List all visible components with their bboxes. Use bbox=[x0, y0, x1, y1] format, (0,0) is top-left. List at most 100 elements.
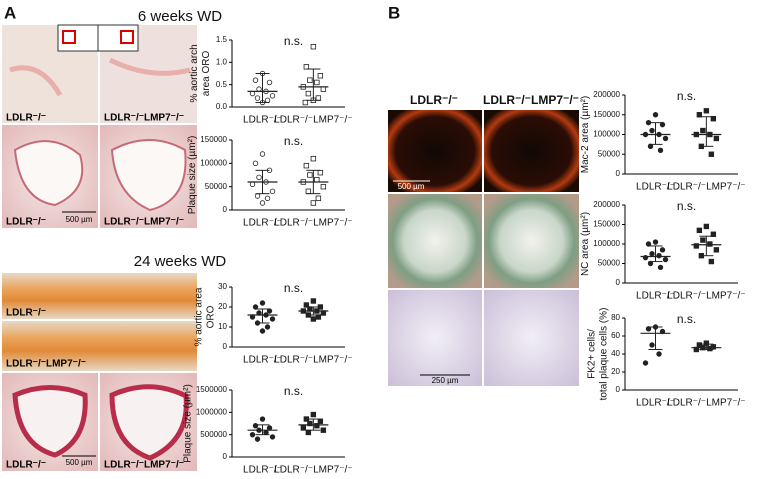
data-point bbox=[696, 227, 703, 234]
data-point bbox=[307, 77, 313, 83]
data-point bbox=[305, 429, 312, 436]
section-title: 24 weeks WD bbox=[134, 253, 227, 270]
data-point bbox=[310, 411, 317, 418]
y-axis-label: area ORO bbox=[201, 50, 212, 96]
y-axis-label: % aortic area bbox=[193, 287, 204, 346]
data-point bbox=[263, 429, 269, 436]
data-point bbox=[707, 241, 713, 247]
y-tick-label: 0 bbox=[223, 452, 228, 461]
data-point bbox=[256, 86, 262, 92]
data-point bbox=[303, 64, 310, 70]
data-point bbox=[713, 247, 720, 253]
image-label: LDLR⁻/⁻LMP7⁻/⁻ bbox=[104, 217, 184, 228]
data-point bbox=[315, 95, 322, 101]
data-point bbox=[259, 300, 266, 306]
data-point bbox=[256, 174, 262, 181]
data-point bbox=[269, 316, 276, 322]
y-tick-label: 40 bbox=[611, 349, 620, 358]
data-point bbox=[254, 193, 261, 199]
annotation: n.s. bbox=[677, 89, 696, 103]
y-tick-label: 1500000 bbox=[196, 385, 228, 394]
data-point bbox=[310, 44, 317, 50]
annotation: n.s. bbox=[284, 281, 303, 295]
data-point bbox=[649, 342, 655, 348]
y-tick-label: 20 bbox=[611, 367, 620, 376]
data-point bbox=[307, 420, 313, 427]
data-point bbox=[303, 162, 310, 169]
stain bbox=[9, 57, 191, 97]
data-point bbox=[649, 127, 655, 134]
y-axis-label: Plaque size (µm²) bbox=[182, 384, 193, 463]
micrograph bbox=[388, 290, 482, 386]
data-point bbox=[693, 243, 700, 249]
data-point bbox=[302, 99, 309, 106]
micrograph bbox=[2, 321, 197, 371]
data-point bbox=[656, 252, 662, 259]
micrograph bbox=[484, 290, 579, 386]
data-point bbox=[266, 79, 273, 86]
y-axis-label: total plaque cells (%) bbox=[598, 308, 609, 401]
data-point bbox=[703, 108, 710, 114]
data-point bbox=[713, 135, 720, 142]
data-point bbox=[657, 147, 664, 153]
y-tick-label: 10 bbox=[218, 322, 227, 331]
y-tick-label: 0.5 bbox=[216, 80, 228, 89]
section-outline bbox=[12, 384, 189, 461]
y-tick-label: 50000 bbox=[598, 149, 621, 158]
x-tick-label: LDLR⁻/⁻LMP7⁻/⁻ bbox=[667, 291, 745, 302]
y-tick-label: 200000 bbox=[593, 200, 620, 209]
y-tick-label: 150000 bbox=[200, 135, 227, 144]
x-tick-label: LDLR⁻/⁻ bbox=[243, 465, 282, 476]
image-label: LDLR⁻/⁻LMP7⁻/⁻ bbox=[104, 460, 184, 471]
image-label: LDLR⁻/⁻LMP7⁻/⁻ bbox=[6, 359, 86, 370]
scale-bar-label: 500 µm bbox=[66, 458, 93, 467]
data-point bbox=[708, 258, 715, 265]
annotation: n.s. bbox=[284, 384, 303, 398]
data-point bbox=[320, 427, 327, 433]
data-point bbox=[708, 151, 715, 157]
y-tick-label: 500000 bbox=[200, 430, 227, 439]
data-point bbox=[252, 160, 259, 167]
data-point bbox=[252, 423, 259, 429]
y-tick-label: 1.0 bbox=[216, 57, 228, 66]
y-tick-label: 0 bbox=[223, 342, 228, 351]
x-tick-label: LDLR⁻/⁻LMP7⁻/⁻ bbox=[667, 398, 745, 409]
panel-label: A bbox=[4, 3, 16, 22]
scale-bar-label: 500 µm bbox=[398, 182, 425, 191]
image-label: LDLR⁻/⁻ bbox=[6, 217, 46, 228]
y-tick-label: 150000 bbox=[593, 110, 620, 119]
y-tick-label: 30 bbox=[218, 282, 227, 291]
data-point bbox=[264, 324, 271, 330]
x-tick-label: LDLR⁻/⁻ bbox=[243, 218, 282, 229]
data-point bbox=[315, 195, 322, 202]
image-label: LDLR⁻/⁻LMP7⁻/⁻ bbox=[104, 113, 184, 124]
data-point bbox=[266, 425, 273, 431]
y-axis-label: ORO bbox=[205, 305, 216, 328]
data-point bbox=[320, 183, 327, 190]
y-tick-label: 50000 bbox=[598, 259, 621, 268]
data-point bbox=[259, 200, 266, 206]
section-outline bbox=[13, 139, 187, 212]
y-tick-label: 60 bbox=[611, 331, 620, 340]
y-tick-label: 1000000 bbox=[196, 407, 228, 416]
data-point bbox=[300, 425, 307, 431]
scale-bar-label: 500 µm bbox=[66, 215, 93, 224]
column-header: LDLR⁻/⁻ bbox=[410, 93, 458, 107]
x-tick-label: LDLR⁻/⁻ bbox=[636, 291, 675, 302]
x-tick-label: LDLR⁻/⁻LMP7⁻/⁻ bbox=[274, 465, 352, 476]
data-point bbox=[264, 195, 271, 202]
y-axis-label: FK2+ cells/ bbox=[586, 329, 597, 379]
scale-bar-label: 250 µm bbox=[432, 376, 459, 385]
data-point bbox=[317, 169, 324, 176]
data-point bbox=[314, 176, 320, 183]
data-point bbox=[703, 223, 710, 230]
image-label: LDLR⁻/⁻ bbox=[6, 460, 46, 471]
data-point bbox=[649, 251, 655, 257]
data-point bbox=[307, 172, 313, 178]
x-tick-label: LDLR⁻/⁻LMP7⁻/⁻ bbox=[274, 218, 352, 229]
micrograph bbox=[2, 273, 197, 319]
data-point bbox=[310, 316, 317, 322]
data-point bbox=[314, 423, 320, 429]
x-tick-label: LDLR⁻/⁻LMP7⁻/⁻ bbox=[274, 115, 352, 126]
y-axis-label: NC area (µm²) bbox=[580, 212, 591, 276]
